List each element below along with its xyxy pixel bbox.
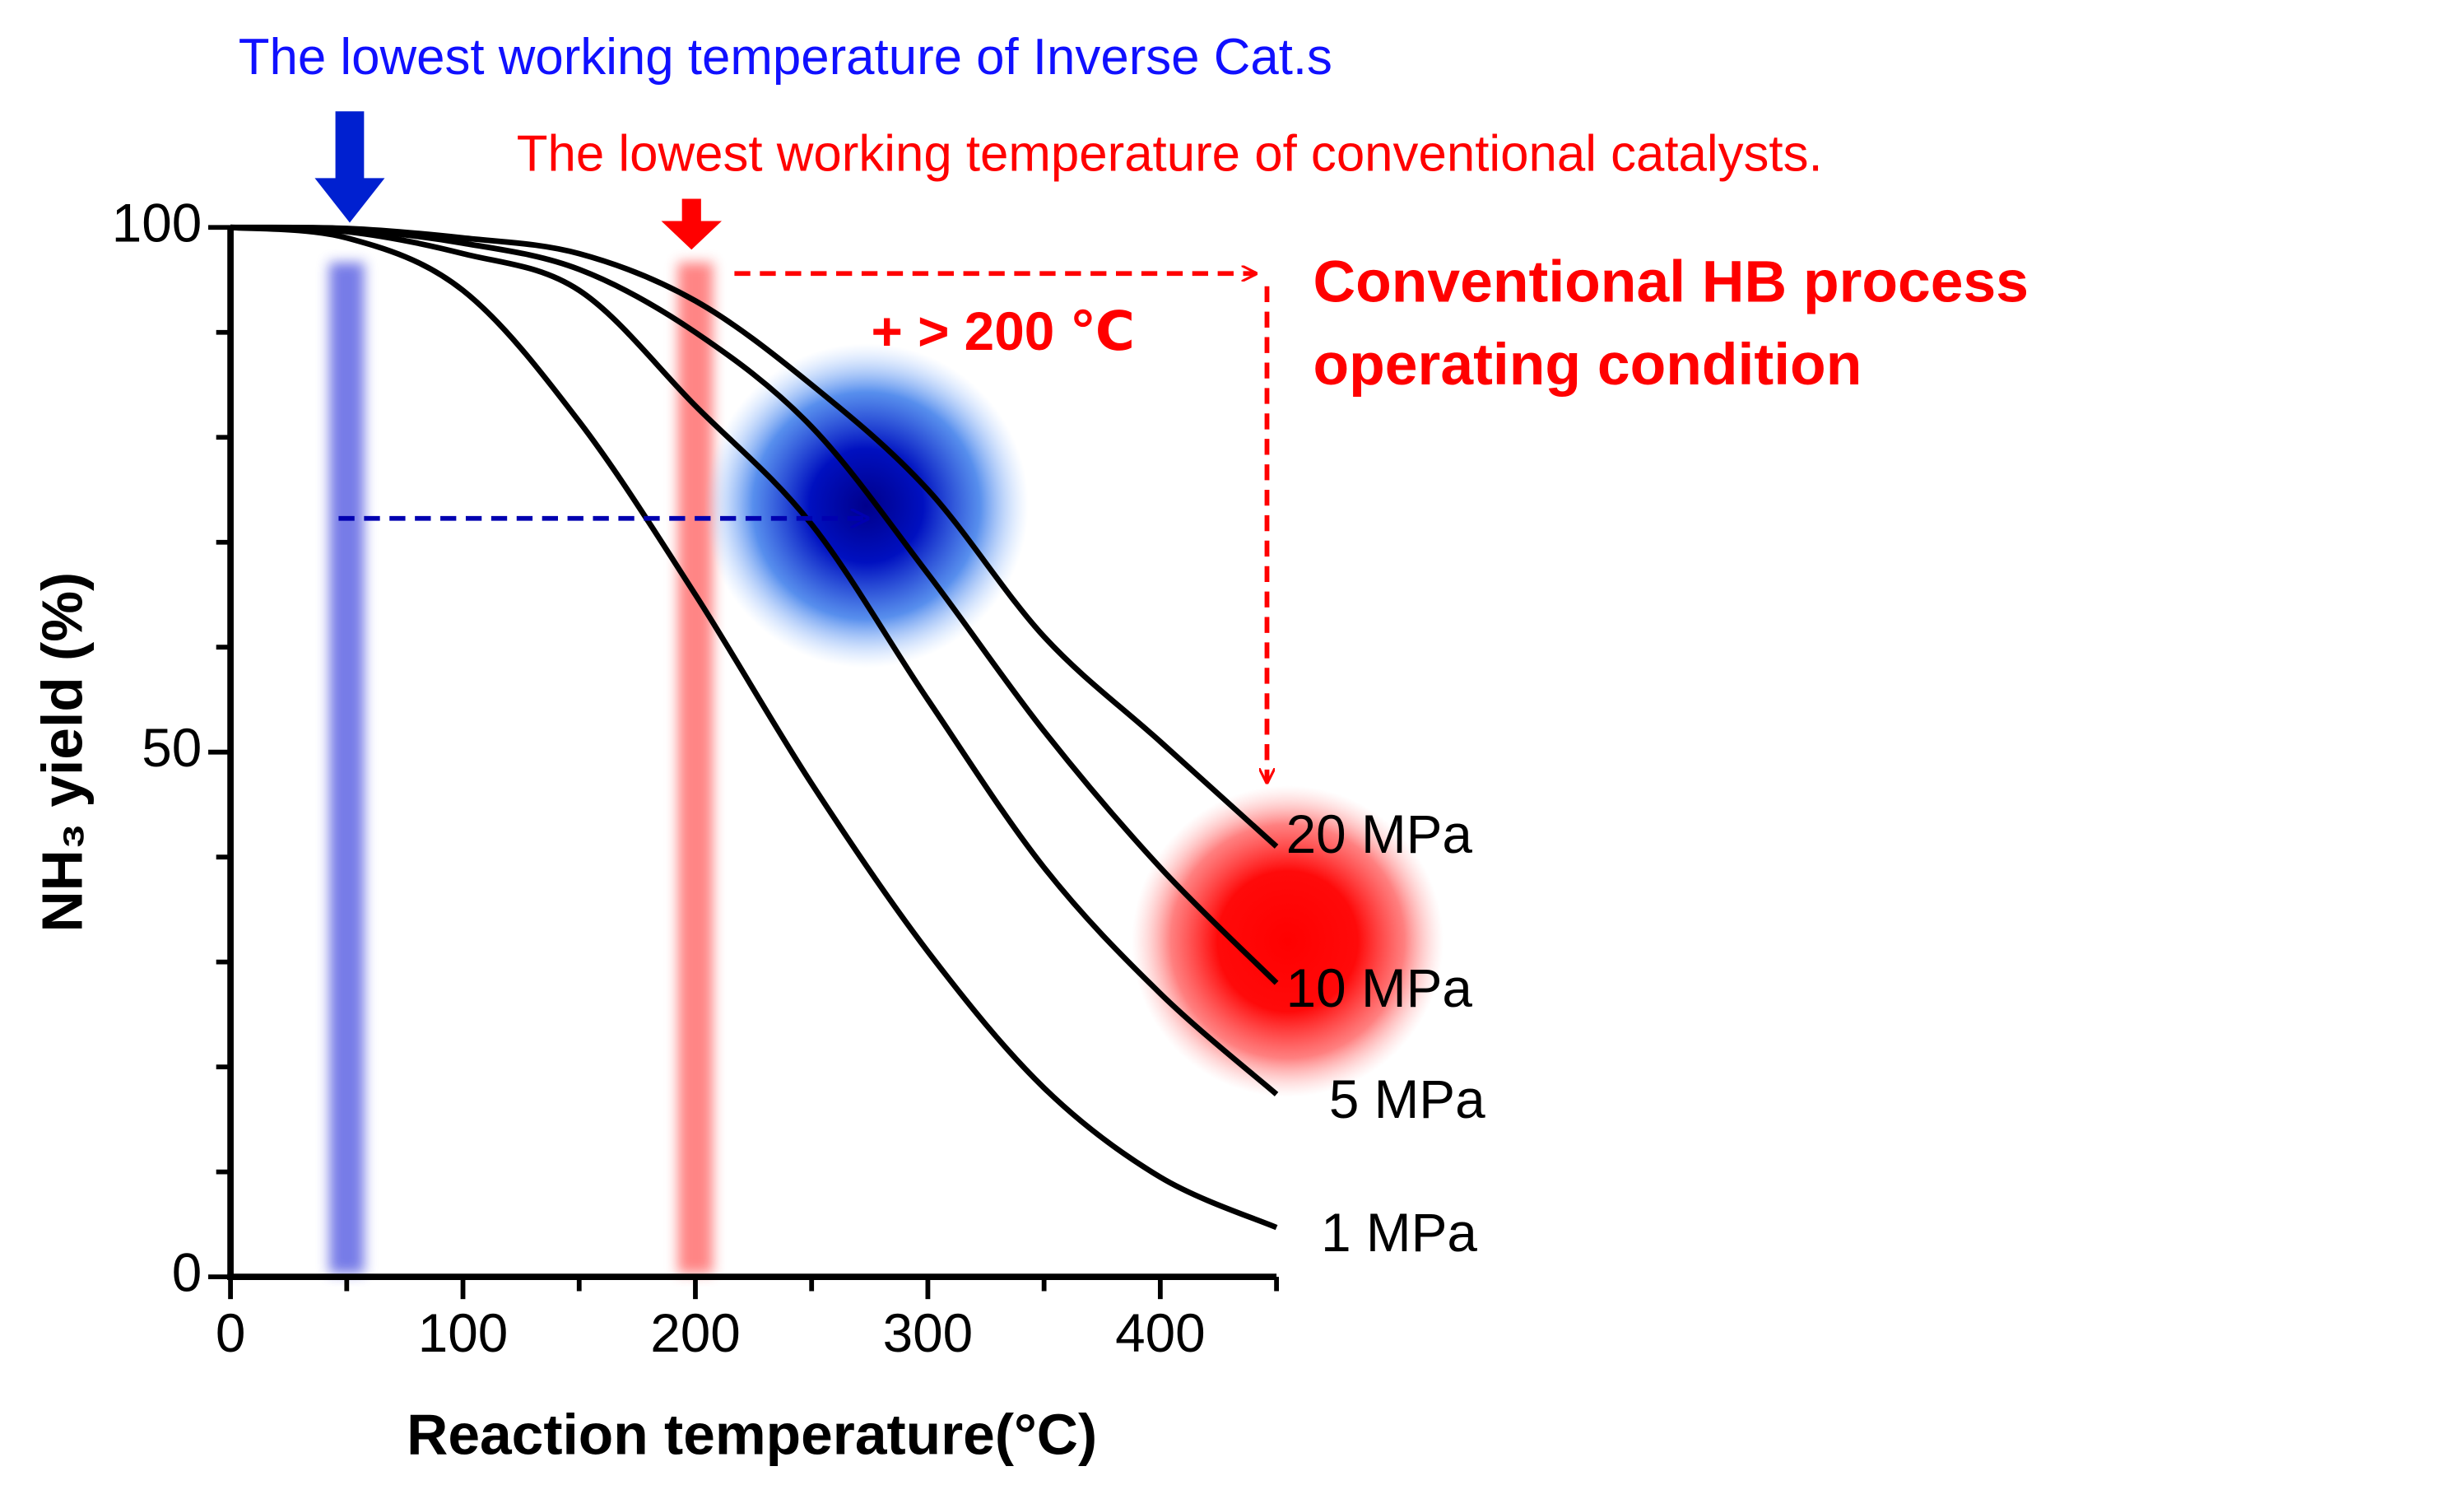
background-layer xyxy=(329,262,1444,1274)
series-line xyxy=(230,224,1279,849)
annotation: Conventional HB process xyxy=(1313,249,2029,315)
series-line xyxy=(230,224,1279,985)
x-tick-label: 400 xyxy=(1115,1303,1206,1363)
series-label: 20 MPa xyxy=(1286,804,1473,864)
temperature-band xyxy=(677,262,714,1274)
blue-arrow xyxy=(314,111,385,223)
x-axis-label: Reaction temperature(°C) xyxy=(407,1403,1097,1467)
temperature-band xyxy=(329,262,365,1274)
y-tick-label: 50 xyxy=(142,718,202,778)
series-line xyxy=(230,224,1278,1231)
red-highlight xyxy=(1132,785,1444,1097)
y-axis-label: NH₃ yield (%) xyxy=(30,572,94,933)
plot-area: 0 50 100 0 100 200 300 400 1 MPa 5 MPa 10 MPa 20 MP… xyxy=(112,193,1485,1363)
series-line xyxy=(230,224,1279,1096)
series-label: 1 MPa xyxy=(1321,1203,1477,1263)
x-tick-label: 100 xyxy=(418,1303,509,1363)
y-tick-label: 0 xyxy=(172,1242,202,1302)
annotation: The lowest working temperature of Invers… xyxy=(239,29,1332,86)
annotation: operating condition xyxy=(1313,332,1862,398)
x-tick-label: 200 xyxy=(650,1303,741,1363)
y-tick-label: 100 xyxy=(112,193,202,254)
annotation-layer: The lowest working temperature of Invers… xyxy=(30,29,2029,1467)
series-label: 10 MPa xyxy=(1286,958,1473,1018)
annotation: + > 200 ℃ xyxy=(872,301,1135,361)
x-tick-label: 0 xyxy=(216,1303,246,1363)
series-label: 5 MPa xyxy=(1329,1069,1485,1129)
red-arrow xyxy=(661,198,722,250)
blue-highlight xyxy=(704,343,1029,668)
annotation: The lowest working temperature of conven… xyxy=(517,126,1823,183)
x-tick-label: 300 xyxy=(883,1303,974,1363)
